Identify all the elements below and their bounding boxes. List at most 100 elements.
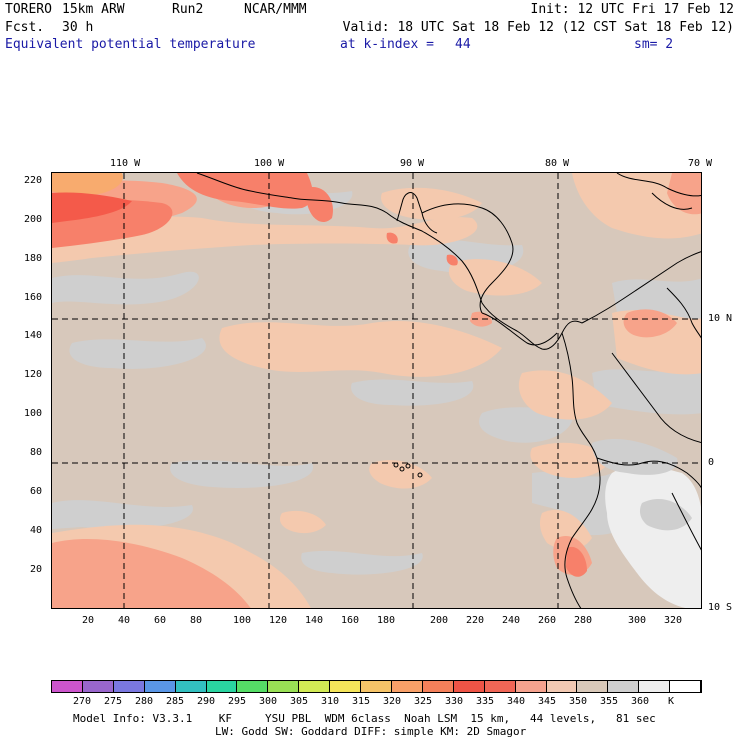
y-tick: 100 [24,408,43,419]
y-tick: 140 [24,330,43,341]
colorbar-swatch [330,681,362,692]
map-panel [51,172,702,609]
colombia-border-line [611,352,701,443]
field-name: Equivalent potential temperature [5,37,256,52]
colorbar-swatch [639,681,671,692]
colorbar-swatch [206,681,238,692]
colorbar-swatch [237,681,269,692]
colorbar-label: 330 [445,696,464,707]
lake-maracaibo-line [666,287,701,339]
x-tick: 280 [574,615,593,626]
fcst-hours: 30 h [62,20,94,35]
y-tick: 20 [30,564,43,575]
field-320-patches [52,173,123,196]
x-tick: 60 [154,615,167,626]
lat-label-10s: 10 S [708,602,733,613]
colorbar-label: 310 [321,696,340,707]
x-tick: 200 [430,615,449,626]
colorbar-label: 290 [197,696,216,707]
caribbean-island-line [651,192,693,210]
colorbar-label: 340 [507,696,526,707]
galapagos-island [405,463,411,469]
colorbar-swatch [113,681,145,692]
smoothing-label: sm= 2 [634,37,674,52]
caribbean-island-line [616,173,701,197]
x-tick: 160 [341,615,360,626]
coastlines [196,173,701,608]
panama-line [481,312,558,346]
colorbar-label: 270 [73,696,92,707]
colorbar-label: 280 [135,696,154,707]
colorbar-label: 320 [383,696,402,707]
x-tick: 140 [305,615,324,626]
colorbar-label: 300 [259,696,278,707]
colorbar-swatch [484,681,516,692]
lon-label-70w: 70 W [688,158,713,169]
model-name: TORERO [5,2,52,17]
colorbar-label: 275 [104,696,123,707]
colorbar-label: K [668,696,675,707]
colorbar-swatch [299,681,331,692]
colorbar-label: 345 [538,696,557,707]
resolution-label: 15km ARW [62,2,125,17]
y-tick: 60 [30,486,43,497]
colorbar-swatch [453,681,485,692]
colorbar-label: 360 [631,696,650,707]
y-tick: 120 [24,369,43,380]
theta-e-map [52,173,701,608]
lat-label-10n: 10 N [708,313,733,324]
physics-info: LW: Godd SW: Goddard DIFF: simple KM: 2D… [215,725,527,738]
colorbar-label: 315 [352,696,371,707]
y-tick: 160 [24,292,43,303]
south-america-coast-line [561,332,601,608]
x-tick: 320 [664,615,683,626]
y-tick: 220 [24,175,43,186]
colorbar-swatch [546,681,578,692]
colorbar-swatch [361,681,392,692]
fcst-label: Fcst. [5,20,45,35]
colorbar-swatch [608,681,640,692]
colorbar-label: 350 [569,696,588,707]
lon-label-90w: 90 W [400,158,425,169]
y-tick: 200 [24,214,43,225]
x-tick: 80 [190,615,203,626]
k-index-value: 44 [455,37,471,52]
lat-label-eq: 0 [708,457,715,468]
x-tick: 240 [502,615,521,626]
colorbar-swatch [175,681,207,692]
colorbar-swatch [422,681,454,692]
valid-time: Valid: 18 UTC Sat 18 Feb 12 (12 CST Sat … [342,20,734,35]
colorbar-label: 295 [228,696,247,707]
lon-label-110w: 110 W [110,158,141,169]
model-info: Model Info: V3.3.1 KF YSU PBL WDM 6class… [73,712,656,725]
pacific-coast-line [196,173,583,350]
colorbar-label: 335 [476,696,495,707]
colorbar-swatch [577,681,609,692]
field-325-patches [52,192,132,223]
org-label: NCAR/MMM [244,2,307,17]
y-tick: 80 [30,447,43,458]
run-label: Run2 [172,2,204,17]
colorbar-swatch [52,681,83,692]
y-tick: 40 [30,525,43,536]
colorbar-label: 285 [166,696,185,707]
galapagos-island [399,466,405,472]
x-tick: 40 [118,615,131,626]
honduras-coast-line [421,203,514,314]
galapagos-island [417,472,423,478]
colorbar-swatch [515,681,547,692]
caribbean-coast-line [581,251,701,324]
x-tick: 20 [82,615,95,626]
ecuador-peru-border-line [596,457,701,489]
lat-lon-grid [52,173,701,608]
x-tick: 260 [538,615,557,626]
guatemala-border-line [396,192,438,234]
x-tick: 300 [628,615,647,626]
lon-label-80w: 80 W [545,158,570,169]
colorbar-swatch [670,681,702,692]
colorbar-label: 355 [600,696,619,707]
lon-label-100w: 100 W [254,158,285,169]
peru-brazil-border-line [671,492,701,551]
x-tick: 120 [269,615,288,626]
init-time: Init: 12 UTC Fri 17 Feb 12 [530,2,735,17]
